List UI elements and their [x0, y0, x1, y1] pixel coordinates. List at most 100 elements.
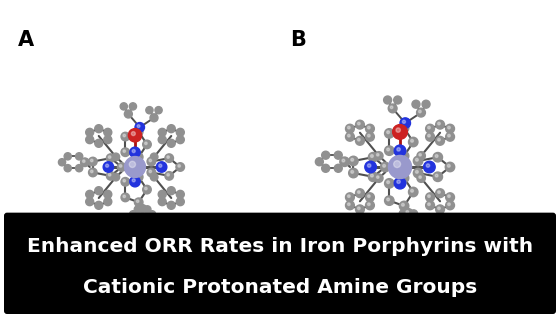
Circle shape	[88, 168, 97, 177]
Circle shape	[134, 173, 143, 181]
Circle shape	[334, 151, 342, 159]
Circle shape	[394, 145, 406, 157]
Circle shape	[436, 120, 445, 129]
Circle shape	[357, 207, 360, 209]
Circle shape	[410, 221, 418, 229]
Circle shape	[178, 165, 180, 167]
Circle shape	[129, 103, 137, 110]
Circle shape	[351, 170, 353, 173]
Circle shape	[158, 128, 166, 136]
Circle shape	[124, 110, 132, 118]
Circle shape	[367, 195, 370, 198]
Circle shape	[410, 210, 418, 218]
Circle shape	[399, 210, 407, 218]
Circle shape	[356, 120, 365, 129]
Circle shape	[340, 157, 349, 166]
Circle shape	[139, 205, 147, 213]
Circle shape	[167, 139, 175, 147]
Circle shape	[385, 129, 394, 138]
Circle shape	[106, 172, 115, 180]
Text: Cationic Protonated Amine Groups: Cationic Protonated Amine Groups	[83, 278, 477, 297]
Circle shape	[382, 164, 385, 167]
Circle shape	[150, 153, 158, 161]
Circle shape	[438, 138, 440, 141]
Circle shape	[436, 205, 445, 214]
Circle shape	[86, 136, 94, 144]
Circle shape	[426, 193, 435, 202]
Circle shape	[356, 205, 365, 214]
Circle shape	[81, 159, 88, 166]
Circle shape	[426, 164, 430, 167]
Circle shape	[315, 158, 323, 166]
Circle shape	[112, 173, 120, 181]
Circle shape	[91, 159, 93, 162]
Circle shape	[385, 196, 394, 205]
Circle shape	[433, 152, 442, 162]
Circle shape	[447, 126, 450, 129]
Circle shape	[132, 132, 136, 135]
Circle shape	[135, 123, 144, 132]
Circle shape	[86, 128, 94, 136]
Circle shape	[348, 203, 350, 205]
Circle shape	[121, 193, 129, 202]
Circle shape	[105, 164, 109, 167]
Circle shape	[385, 146, 394, 155]
Circle shape	[381, 162, 390, 172]
Circle shape	[416, 170, 418, 173]
Circle shape	[136, 129, 139, 132]
Circle shape	[148, 211, 156, 218]
Circle shape	[158, 164, 162, 167]
Circle shape	[428, 134, 430, 137]
Circle shape	[340, 158, 348, 166]
Circle shape	[147, 168, 156, 177]
Circle shape	[156, 162, 167, 172]
Circle shape	[402, 203, 404, 206]
Circle shape	[410, 140, 413, 142]
Circle shape	[108, 174, 111, 176]
Circle shape	[387, 131, 390, 134]
Circle shape	[95, 139, 102, 147]
Circle shape	[388, 104, 397, 113]
Circle shape	[124, 157, 146, 177]
Circle shape	[438, 122, 440, 125]
Circle shape	[415, 215, 423, 223]
Circle shape	[399, 173, 409, 183]
Circle shape	[384, 96, 391, 104]
Circle shape	[435, 174, 438, 177]
Circle shape	[426, 132, 435, 141]
Circle shape	[447, 164, 450, 167]
Circle shape	[130, 176, 140, 187]
Circle shape	[149, 170, 152, 173]
Circle shape	[446, 201, 455, 210]
Circle shape	[413, 156, 423, 166]
Circle shape	[394, 177, 406, 189]
Circle shape	[413, 168, 423, 178]
Circle shape	[121, 132, 129, 141]
Circle shape	[104, 198, 112, 206]
Circle shape	[147, 157, 156, 166]
Circle shape	[108, 156, 111, 158]
Circle shape	[367, 203, 370, 205]
Circle shape	[136, 155, 139, 157]
Circle shape	[396, 128, 400, 132]
Circle shape	[128, 129, 142, 142]
Circle shape	[433, 172, 442, 181]
Circle shape	[104, 128, 112, 136]
Circle shape	[366, 124, 374, 133]
Circle shape	[165, 154, 174, 163]
Circle shape	[417, 174, 426, 182]
Circle shape	[134, 128, 143, 136]
Circle shape	[366, 201, 374, 210]
Circle shape	[419, 176, 421, 178]
Circle shape	[134, 216, 142, 223]
Circle shape	[81, 158, 89, 167]
Circle shape	[146, 106, 153, 114]
Circle shape	[400, 118, 410, 128]
Circle shape	[447, 134, 450, 137]
Circle shape	[132, 179, 136, 182]
Circle shape	[438, 191, 440, 193]
Circle shape	[95, 201, 102, 209]
Circle shape	[399, 221, 407, 229]
Circle shape	[176, 136, 184, 144]
Circle shape	[155, 106, 162, 114]
